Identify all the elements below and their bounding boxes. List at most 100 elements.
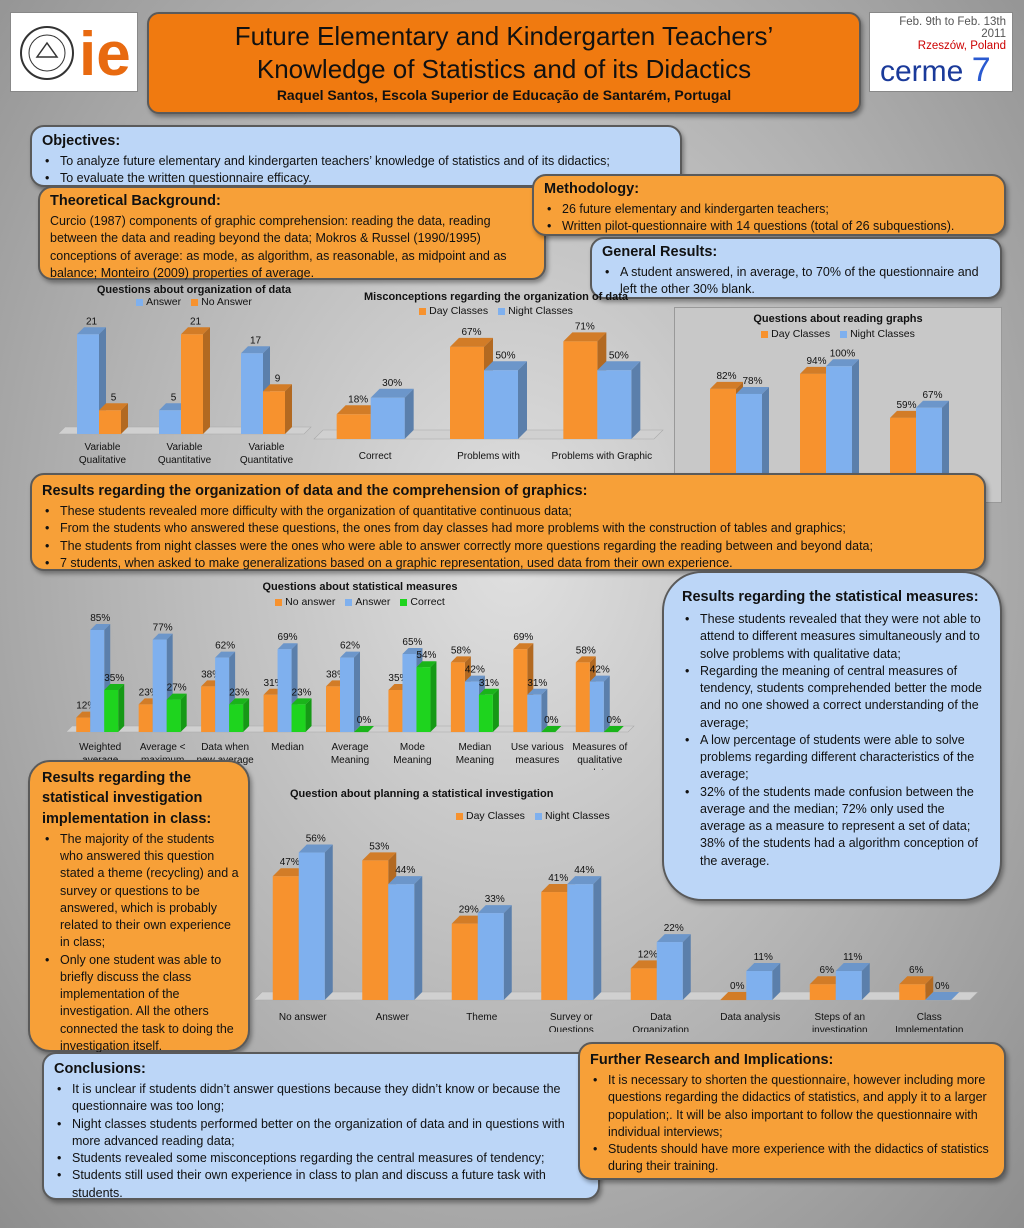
bar (567, 884, 594, 1000)
data-label: 69% (513, 632, 533, 643)
bar (229, 704, 244, 732)
objective-item: To analyze future elementary and kinderg… (42, 153, 670, 171)
bar-top (241, 346, 270, 354)
conference-dates: Feb. 9th to Feb. 13th 2011 (899, 16, 1006, 40)
category-label: Problems with GraphicRepresentations (552, 451, 653, 463)
bar (181, 334, 203, 434)
results-measures-item: A low percentage of students were able t… (682, 732, 986, 784)
bar (201, 686, 216, 732)
chart-organization: Questions about organization of data Ans… (54, 284, 334, 479)
category-label: Problems withFrequency Tables (449, 451, 528, 463)
bar-top (925, 992, 960, 1000)
bar (263, 391, 285, 434)
legend-item: Night Classes (498, 305, 573, 317)
chart-legend: Day Classes Night Classes (675, 328, 1001, 340)
category-label: Survey or Questions (549, 1012, 594, 1032)
school-logo: ie (10, 12, 138, 92)
bar-top (720, 992, 755, 1000)
results-organization-item: From the students who answered these que… (42, 520, 974, 538)
methodology-heading: Methodology: (544, 181, 640, 197)
bar-side (118, 684, 125, 732)
chart-misconceptions: Misconceptions regarding the organizatio… (310, 291, 682, 475)
data-label: 41% (548, 873, 568, 884)
data-label: 18% (348, 394, 368, 405)
data-label: 0% (607, 715, 622, 726)
bar (166, 699, 181, 732)
bar (464, 681, 479, 732)
bar-top (272, 868, 307, 877)
bar-side (414, 876, 423, 1000)
data-label: 47% (280, 857, 300, 868)
chart-title: Misconceptions regarding the organizatio… (363, 291, 629, 303)
bar (589, 681, 604, 732)
bar-top (263, 384, 292, 392)
chart-plot: 18% 30% Correct 67% 50% Problems withFrequenc… (313, 321, 664, 475)
data-label: 31% (264, 678, 284, 689)
chart-statistical-measures: Questions about statistical measures No … (62, 581, 658, 779)
bar (513, 649, 528, 732)
results-organization-item: 7 students, when asked to make generaliz… (42, 555, 974, 573)
bar-top (77, 327, 106, 335)
legend-item: Answer (345, 596, 390, 608)
data-label: 0% (730, 981, 745, 992)
bar-top (603, 726, 624, 732)
objective-item: To evaluate the written questionnaire ef… (42, 170, 670, 188)
chart-legend: Day Classes Night Classes (250, 810, 980, 822)
data-label: 50% (495, 350, 515, 361)
bar (152, 639, 167, 732)
data-label: 0% (935, 981, 950, 992)
bar-top (746, 963, 781, 972)
category-label: Steps of an investigation (812, 1012, 868, 1032)
data-label: 31% (479, 678, 499, 689)
bar (90, 630, 105, 732)
bar (809, 984, 836, 1000)
methodology-item: 26 future elementary and kindergarten te… (544, 201, 994, 219)
bar-top (416, 661, 437, 668)
category-label: Data analysis (720, 1012, 780, 1023)
results-organization-heading: Results regarding the organization of da… (42, 483, 588, 499)
bar-top (181, 327, 210, 335)
bar (241, 353, 263, 434)
data-label: 62% (215, 641, 235, 652)
bar-side (324, 844, 333, 1000)
category-label: Variable Qualitative (79, 442, 127, 466)
data-label: 23% (139, 687, 159, 698)
bar-top (402, 648, 423, 654)
bar-top (277, 643, 298, 650)
data-label: 71% (575, 321, 595, 332)
bar-side (243, 698, 250, 732)
data-label: 0% (544, 715, 559, 726)
data-label: 56% (306, 834, 326, 845)
conclusion-item: Students revealed some misconceptions re… (54, 1150, 588, 1168)
general-results-box: General Results: A student answered, in … (590, 237, 1002, 299)
bar-side (942, 400, 949, 492)
data-label: 30% (382, 378, 402, 389)
bar (451, 923, 478, 1000)
results-measures-item: Regarding the meaning of central measure… (682, 663, 986, 732)
results-measures-heading: Results regarding the statistical measur… (682, 589, 979, 605)
data-label: 5 (111, 392, 117, 403)
data-label: 23% (229, 687, 249, 698)
chart-plot: 21 5 Variable Qualitative 5 21 Variable Quantit… (57, 316, 312, 479)
bar (291, 704, 306, 732)
bar-side (861, 963, 870, 1000)
data-label: 5 (171, 392, 177, 403)
category-label: VariableQuantitativeDiscrete (158, 442, 212, 468)
bar (563, 341, 598, 439)
bar (899, 984, 926, 1000)
conference-number: 7 (971, 51, 991, 89)
bar-top (567, 876, 602, 885)
data-label: 23% (292, 687, 312, 698)
legend-item: Day Classes (761, 328, 830, 340)
bar-top (809, 976, 844, 985)
bar-side (203, 327, 210, 434)
bar-side (503, 905, 512, 1000)
legend-item: Answer (136, 296, 181, 308)
conference-name: cerme (880, 55, 964, 88)
bar-top (370, 388, 414, 398)
bar (416, 667, 431, 732)
bar-top (916, 400, 949, 408)
conclusion-item: It is unclear if students didn’t answer … (54, 1081, 588, 1116)
poster-author: Raquel Santos, Escola Superior de Educaç… (276, 87, 732, 103)
bar-top (362, 852, 397, 861)
